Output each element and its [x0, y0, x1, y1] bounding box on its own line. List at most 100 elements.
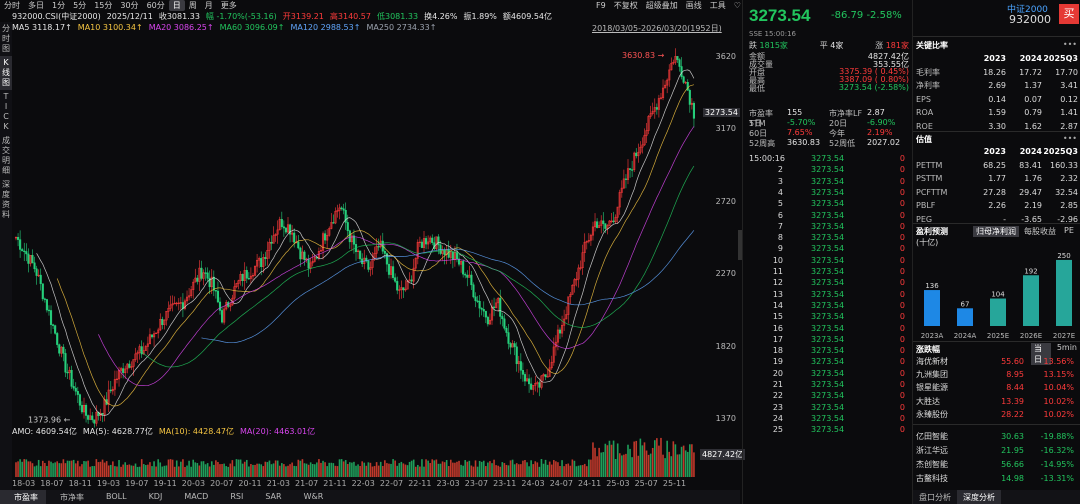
indicator-tab[interactable]: RSI [230, 492, 244, 501]
tick-price: 3273.54 [811, 323, 845, 333]
candle-body [631, 169, 634, 171]
row-value: -3.65 [1021, 214, 1042, 224]
mover-row[interactable]: 杰创智能 56.66 -14.95% [916, 458, 1078, 470]
more-icon[interactable]: ••• [1062, 40, 1077, 49]
more-icon[interactable]: ••• [1062, 134, 1077, 143]
favorite-icon[interactable]: ♡ [733, 1, 741, 10]
period-tab[interactable]: 60分 [146, 1, 165, 10]
tick-row[interactable]: 14 3273.54 0 [749, 301, 909, 310]
candle-body [497, 297, 500, 304]
volume-bar [112, 461, 114, 477]
mover-row[interactable]: 亿田智能 30.63 -19.88% [916, 430, 1078, 442]
toolbar-button[interactable]: 不复权 [613, 1, 638, 10]
period-tab[interactable]: 月 [204, 1, 213, 10]
toolbar-button[interactable]: F9 [596, 1, 606, 10]
tick-row[interactable]: 16 3273.54 0 [749, 324, 909, 333]
vertical-tab[interactable]: 深度资料 [2, 180, 10, 219]
mover-pct: 10.02% [1043, 396, 1074, 406]
period-tab[interactable]: 周 [188, 1, 197, 10]
volume-bar [256, 463, 258, 477]
toolbar-button[interactable]: 画线 [685, 1, 702, 10]
period-tab[interactable]: 更多 [220, 1, 237, 10]
candle-body [517, 361, 520, 365]
period-tab[interactable]: 日 [168, 0, 185, 11]
quote-key: 60日 [749, 129, 768, 138]
mover-pct: -19.88% [1040, 431, 1074, 441]
time-tick-label: 20-03 [181, 479, 206, 488]
period-tab[interactable]: 分时 [4, 1, 20, 10]
period-tab[interactable]: 5分 [73, 1, 87, 10]
mover-tab[interactable]: 当日 [1031, 343, 1051, 365]
tick-row[interactable]: 15 3273.54 0 [749, 312, 909, 321]
volume-bar [342, 461, 345, 477]
candle-body [392, 266, 395, 278]
indicator-tab[interactable]: SAR [265, 492, 282, 501]
period-tab[interactable]: 30分 [120, 1, 139, 10]
date-label: 2025/12/11 [106, 12, 153, 21]
tick-row[interactable]: 25 3273.54 0 [749, 425, 909, 434]
tick-row[interactable]: 4 3273.54 0 [749, 188, 909, 197]
tick-row[interactable]: 23 3273.54 0 [749, 403, 909, 412]
indicator-tab[interactable]: BOLL [106, 492, 127, 501]
tick-row[interactable]: 22 3273.54 0 [749, 391, 909, 400]
toolbar-button[interactable]: 超级叠加 [645, 1, 678, 10]
date-range-label[interactable]: 2018/03/05-2026/03/20(1952日) [592, 24, 722, 33]
period-tab[interactable]: 15分 [94, 1, 113, 10]
candle-body [583, 241, 586, 253]
mover-row[interactable]: 银星能源 8.44 10.04% [916, 382, 1078, 394]
volume-bar [550, 464, 553, 477]
tick-row[interactable]: 11 3273.54 0 [749, 267, 909, 276]
row-value: 160.33 [1050, 160, 1078, 170]
tick-row[interactable]: 3 3273.54 0 [749, 177, 909, 186]
buy-button[interactable]: 买 [1059, 4, 1079, 24]
tick-row[interactable]: 9 3273.54 0 [749, 244, 909, 253]
indicator-tab[interactable]: MACD [184, 492, 209, 501]
forecast-value-label: 250 [1057, 252, 1070, 260]
tick-row[interactable]: 15:00:16 3273.54 0 [749, 154, 909, 163]
tick-row[interactable]: 21 3273.54 0 [749, 380, 909, 389]
mover-row[interactable]: 古鳌科技 14.98 -13.31% [916, 472, 1078, 484]
tick-row[interactable]: 13 3273.54 0 [749, 290, 909, 299]
mover-row[interactable]: 浙江华远 21.95 -16.32% [916, 444, 1078, 456]
indicator-tab[interactable]: 市净率 [60, 493, 84, 502]
mover-row[interactable]: 永臻股份 28.22 10.02% [916, 409, 1078, 421]
tick-row[interactable]: 8 3273.54 0 [749, 233, 909, 242]
candle-body [307, 258, 310, 269]
mover-row[interactable]: 九洲集团 8.95 13.15% [916, 368, 1078, 380]
indicator-tab[interactable]: 市盈率 [0, 490, 46, 504]
tick-row[interactable]: 19 3273.54 0 [749, 357, 909, 366]
mover-row[interactable]: 大胜达 13.39 10.02% [916, 395, 1078, 407]
indicator-tab[interactable]: KDJ [148, 492, 163, 501]
panel-tab[interactable]: 深度分析 [957, 490, 1001, 504]
panel-scrollbar[interactable] [738, 230, 742, 260]
vertical-tab[interactable]: 分时图 [2, 24, 10, 53]
period-tab[interactable]: 多日 [28, 1, 44, 10]
volume-bar [503, 463, 506, 477]
tick-row[interactable]: 5 3273.54 0 [749, 199, 909, 208]
forecast-tab[interactable]: 每股收益 [1024, 227, 1056, 236]
tick-row[interactable]: 20 3273.54 0 [749, 369, 909, 378]
indicator-tab[interactable]: W&R [303, 492, 324, 501]
tick-row[interactable]: 24 3273.54 0 [749, 414, 909, 423]
toolbar-button[interactable]: 工具 [709, 1, 726, 10]
panel-tab[interactable]: 盘口分析 [919, 493, 951, 502]
forecast-tab[interactable]: 归母净利润 [973, 226, 1019, 237]
tick-row[interactable]: 17 3273.54 0 [749, 335, 909, 344]
tick-row[interactable]: 10 3273.54 0 [749, 256, 909, 265]
period-tab[interactable]: 1分 [52, 1, 66, 10]
tick-row[interactable]: 6 3273.54 0 [749, 211, 909, 220]
quote-row: 成交量 353.55亿 [749, 59, 909, 70]
mover-row[interactable]: 海优新材 55.60 13.56% [916, 355, 1078, 367]
kline-chart[interactable]: 3630.83 → 1373.96 ← [12, 34, 700, 479]
tick-row[interactable]: 12 3273.54 0 [749, 278, 909, 287]
volume-bar [480, 461, 483, 477]
mover-tab[interactable]: 5min [1056, 343, 1077, 352]
tick-row[interactable]: 18 3273.54 0 [749, 346, 909, 355]
vertical-tab[interactable]: 成交明细 [2, 136, 10, 175]
tick-row[interactable]: 7 3273.54 0 [749, 222, 909, 231]
forecast-tab[interactable]: PE [1064, 226, 1074, 235]
tick-row[interactable]: 2 3273.54 0 [749, 165, 909, 174]
volume-bar [412, 459, 415, 477]
